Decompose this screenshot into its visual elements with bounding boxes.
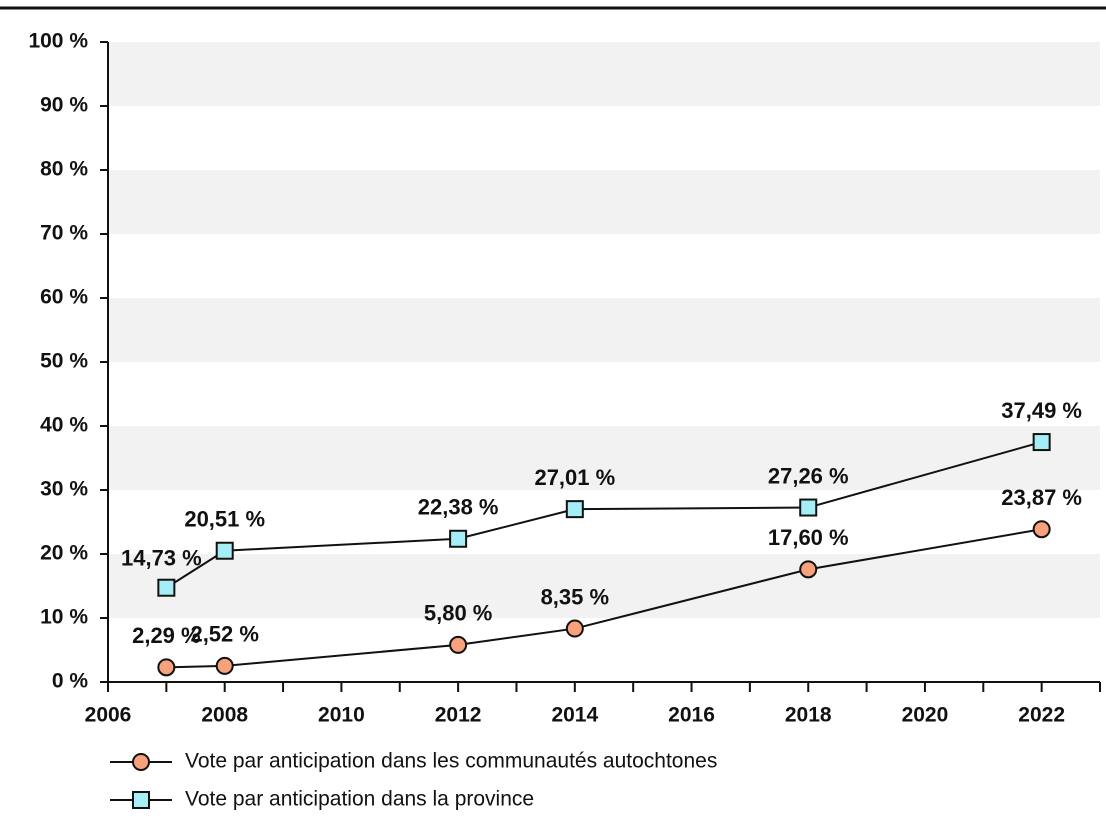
x-tick-label: 2018 bbox=[785, 704, 832, 727]
marker bbox=[565, 619, 584, 638]
y-tick-label: 0 % bbox=[52, 670, 89, 693]
y-tick-label: 90 % bbox=[40, 94, 88, 117]
y-tick-label: 70 % bbox=[40, 222, 88, 245]
data-label: 22,38 % bbox=[418, 495, 499, 520]
marker bbox=[157, 658, 176, 677]
data-label: 2,52 % bbox=[190, 622, 259, 647]
data-label: 37,49 % bbox=[1001, 398, 1082, 423]
legend-label: Vote par anticipation dans les communaut… bbox=[185, 750, 717, 773]
x-tick-label: 2020 bbox=[902, 704, 949, 727]
marker bbox=[799, 498, 818, 517]
marker bbox=[449, 529, 468, 548]
marker bbox=[157, 578, 176, 597]
data-label: 8,35 % bbox=[541, 584, 610, 609]
x-tick-label: 2010 bbox=[318, 704, 365, 727]
marker bbox=[449, 635, 468, 654]
y-tick-label: 80 % bbox=[40, 158, 88, 181]
y-tick-label: 40 % bbox=[40, 414, 88, 437]
grid-band bbox=[108, 426, 1100, 490]
data-label: 14,73 % bbox=[121, 546, 202, 571]
marker bbox=[215, 656, 234, 675]
x-tick-label: 2016 bbox=[668, 704, 715, 727]
marker bbox=[132, 753, 150, 771]
x-tick-label: 2014 bbox=[551, 704, 598, 727]
data-label: 2,29 % bbox=[132, 623, 201, 648]
series-line bbox=[166, 528, 1042, 669]
y-tick-label: 60 % bbox=[40, 286, 88, 309]
grid-band bbox=[108, 298, 1100, 362]
y-tick-label: 10 % bbox=[40, 606, 88, 629]
y-tick-label: 100 % bbox=[28, 30, 88, 53]
grid-band bbox=[108, 170, 1100, 234]
legend-label: Vote par anticipation dans la province bbox=[185, 788, 534, 811]
y-tick-label: 30 % bbox=[40, 478, 88, 501]
data-label: 23,87 % bbox=[1001, 485, 1082, 510]
y-tick-label: 50 % bbox=[40, 350, 88, 373]
grid-band bbox=[108, 554, 1100, 618]
marker bbox=[132, 791, 150, 809]
data-label: 17,60 % bbox=[768, 525, 849, 550]
data-label: 27,26 % bbox=[768, 463, 849, 488]
data-label: 27,01 % bbox=[534, 465, 615, 490]
data-label: 5,80 % bbox=[424, 601, 493, 626]
marker bbox=[1032, 520, 1051, 539]
marker bbox=[565, 500, 584, 519]
y-tick-label: 20 % bbox=[40, 542, 88, 565]
x-tick-label: 2006 bbox=[85, 704, 132, 727]
data-label: 20,51 % bbox=[184, 507, 265, 532]
marker bbox=[799, 560, 818, 579]
grid-band bbox=[108, 42, 1100, 106]
series-line bbox=[165, 441, 1042, 589]
x-tick-label: 2022 bbox=[1018, 704, 1065, 727]
marker bbox=[1032, 433, 1051, 452]
marker bbox=[215, 541, 234, 560]
x-tick-label: 2008 bbox=[201, 704, 248, 727]
x-tick-label: 2012 bbox=[435, 704, 482, 727]
